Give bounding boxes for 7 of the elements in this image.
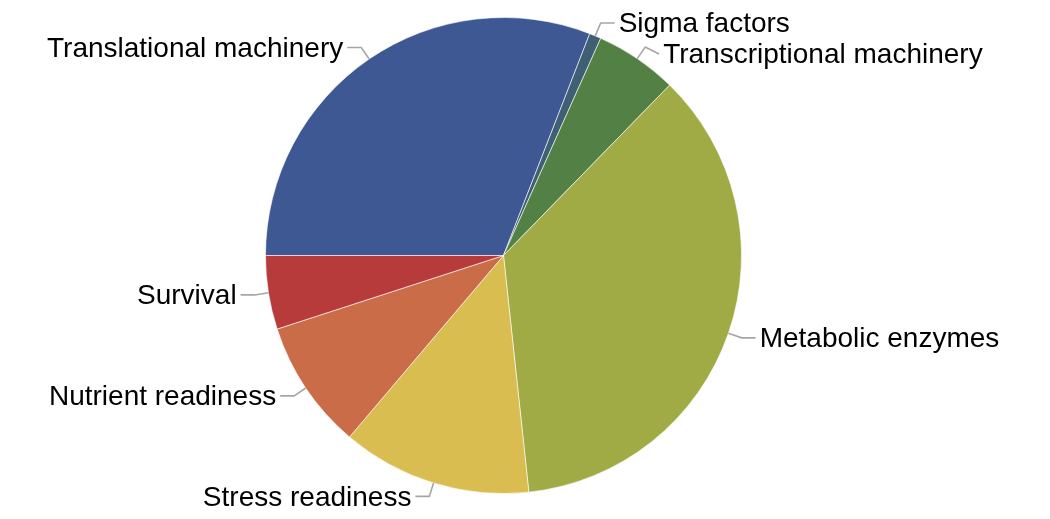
slice-label: Transcriptional machinery bbox=[663, 38, 983, 70]
slice-label: Sigma factors bbox=[618, 7, 790, 39]
slice-label: Survival bbox=[137, 279, 237, 311]
slice-label: Metabolic enzymes bbox=[759, 322, 1000, 354]
slice-label: Translational machinery bbox=[47, 32, 344, 64]
slice-label: Stress readiness bbox=[202, 480, 412, 512]
slice-label: Nutrient readiness bbox=[48, 380, 277, 412]
